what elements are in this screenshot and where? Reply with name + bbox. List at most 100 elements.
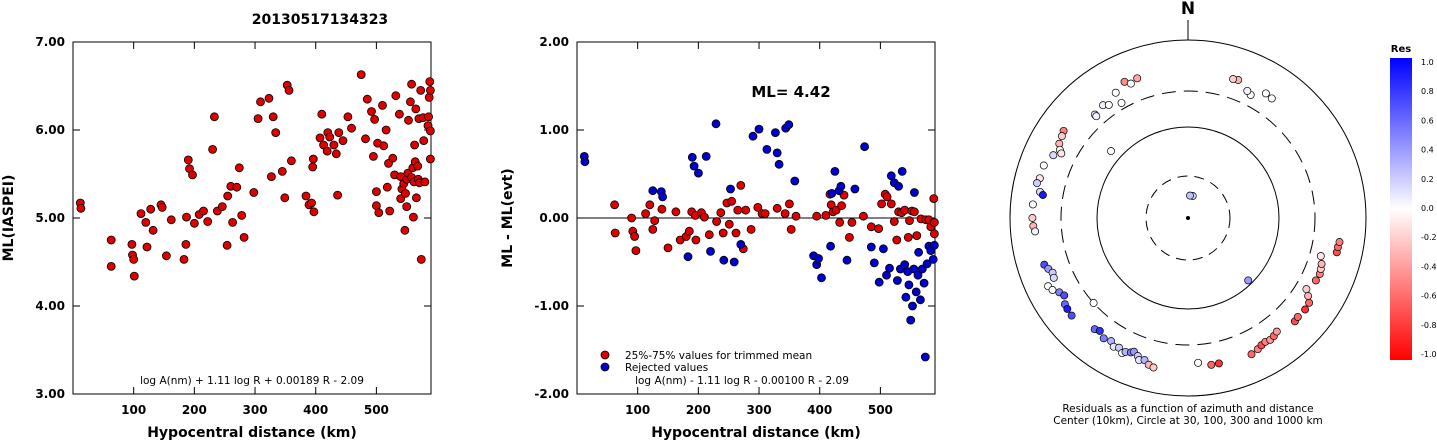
data-point bbox=[835, 217, 845, 227]
data-point bbox=[905, 216, 914, 226]
y-tick-label: 5.00 bbox=[35, 211, 65, 225]
station-point bbox=[1033, 179, 1041, 188]
data-point bbox=[929, 194, 939, 204]
data-point bbox=[203, 217, 213, 226]
data-point bbox=[847, 217, 857, 227]
station-point bbox=[1039, 161, 1048, 170]
colorbar-ticks: 1.0 0.8 0.6 0.4 0.2 0.0 -0.2 -0.4 -0.6 -0.8 -1.0 bbox=[1421, 58, 1437, 359]
data-point bbox=[308, 154, 318, 164]
data-point bbox=[812, 211, 822, 221]
data-point bbox=[301, 191, 311, 201]
x-tick-label: 400 bbox=[303, 403, 328, 417]
formula-text: log A(nm) + 1.11 log R + 0.00189 R - 2.0… bbox=[140, 375, 364, 387]
y-tick-label: -1.00 bbox=[534, 299, 569, 313]
y-tick-label: 4.00 bbox=[35, 299, 65, 313]
data-point bbox=[916, 295, 925, 305]
data-point bbox=[410, 140, 420, 150]
data-point bbox=[885, 263, 894, 273]
station-point bbox=[1095, 326, 1104, 335]
data-point bbox=[817, 273, 826, 283]
data-point bbox=[866, 242, 876, 252]
colorbar-tick-label: -0.8 bbox=[1421, 321, 1437, 330]
data-point bbox=[827, 188, 837, 198]
station-point bbox=[1048, 286, 1057, 294]
data-point bbox=[850, 184, 860, 194]
data-point bbox=[889, 217, 899, 226]
data-point bbox=[277, 166, 287, 176]
data-point bbox=[906, 315, 916, 325]
north-label: N bbox=[1181, 0, 1195, 19]
data-point bbox=[129, 254, 139, 264]
data-point bbox=[748, 131, 758, 141]
data-point bbox=[413, 161, 423, 171]
data-point bbox=[780, 209, 790, 219]
station-point bbox=[1229, 75, 1238, 84]
data-point bbox=[694, 168, 703, 178]
data-point bbox=[746, 224, 756, 234]
data-point bbox=[731, 228, 741, 238]
data-point bbox=[76, 203, 86, 213]
station-point bbox=[1049, 151, 1058, 160]
data-point bbox=[136, 209, 146, 219]
data-point bbox=[222, 240, 232, 250]
data-point bbox=[307, 198, 316, 208]
data-point bbox=[785, 199, 794, 209]
legend-label-trimmed: 25%-75% values for trimmed mean bbox=[625, 350, 812, 362]
data-point bbox=[908, 301, 917, 311]
data-point bbox=[882, 192, 892, 202]
data-point bbox=[266, 172, 276, 182]
data-point bbox=[309, 207, 319, 217]
x-tick-label: 500 bbox=[364, 403, 389, 417]
data-point bbox=[826, 241, 835, 251]
data-point bbox=[650, 216, 660, 226]
data-point bbox=[407, 79, 417, 89]
ml-annotation: ML= 4.42 bbox=[751, 83, 830, 101]
station-point bbox=[1092, 112, 1101, 121]
data-point bbox=[394, 109, 404, 119]
data-point bbox=[385, 206, 395, 216]
data-point bbox=[712, 217, 721, 226]
data-point bbox=[762, 144, 772, 154]
station-point bbox=[1302, 285, 1311, 294]
data-point bbox=[268, 112, 278, 122]
data-point bbox=[663, 243, 673, 253]
station-point bbox=[1057, 132, 1066, 141]
data-point bbox=[370, 115, 380, 124]
data-point bbox=[736, 239, 746, 249]
data-point bbox=[425, 154, 435, 164]
x-tick-label: 200 bbox=[686, 403, 711, 417]
data-point bbox=[879, 244, 888, 254]
data-point bbox=[188, 170, 197, 180]
data-point bbox=[897, 166, 907, 176]
formula-text: log A(nm) - 1.11 log R - 0.00100 R - 2.0… bbox=[635, 375, 849, 387]
data-point bbox=[684, 226, 694, 236]
x-axis-ticks: 100 200 300 400 500 bbox=[625, 42, 893, 417]
y-axis-label: ML - ML(evt) bbox=[500, 168, 516, 267]
data-point bbox=[424, 112, 434, 122]
data-point bbox=[691, 235, 701, 245]
data-point bbox=[904, 280, 914, 290]
colorbar-tick-label: 0.0 bbox=[1421, 204, 1434, 213]
data-point bbox=[772, 148, 782, 158]
data-point bbox=[784, 120, 794, 130]
station-point bbox=[1311, 276, 1320, 285]
ring-100km bbox=[1096, 126, 1280, 310]
station-points bbox=[1028, 74, 1344, 372]
data-point bbox=[877, 199, 886, 209]
data-point bbox=[726, 184, 735, 194]
colorbar-tick-label: 0.6 bbox=[1421, 116, 1434, 125]
x-tick-label: 300 bbox=[243, 403, 268, 417]
data-point bbox=[754, 124, 764, 134]
data-point bbox=[106, 235, 116, 245]
data-point bbox=[286, 156, 296, 166]
data-point bbox=[719, 255, 729, 265]
data-point bbox=[388, 153, 398, 163]
data-point bbox=[836, 181, 846, 191]
data-point bbox=[161, 251, 171, 261]
data-point bbox=[402, 202, 412, 212]
data-point bbox=[901, 292, 911, 302]
data-point bbox=[400, 225, 410, 235]
data-point bbox=[368, 151, 378, 161]
colorbar-gradient bbox=[1390, 58, 1412, 360]
figure-title: 20130517134323 bbox=[252, 12, 388, 28]
